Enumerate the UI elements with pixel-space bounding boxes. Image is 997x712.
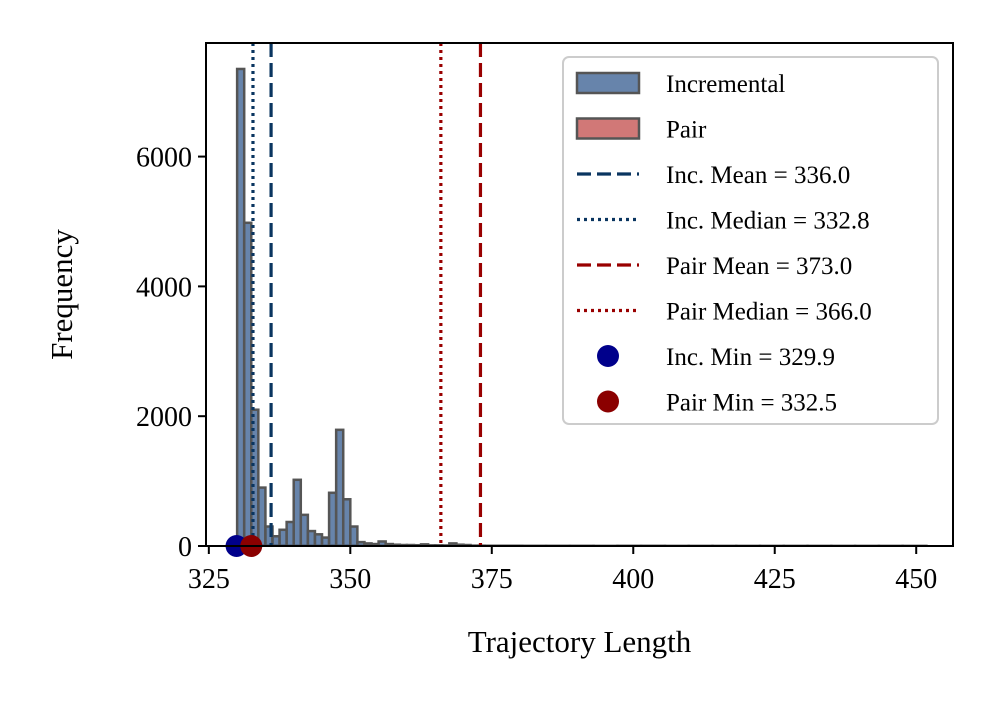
plot-frame (205, 42, 954, 547)
y-tick-label: 2000 (136, 402, 192, 433)
y-tick-label: 6000 (136, 143, 192, 174)
y-axis-label: Frequency (44, 229, 79, 360)
legend-point-swatch (597, 390, 619, 413)
x-tick-label: 350 (329, 564, 371, 595)
legend-label: Incremental (666, 71, 785, 98)
x-tick-label: 375 (471, 564, 513, 595)
x-tick-label: 450 (895, 564, 937, 595)
legend-swatch-pair (575, 117, 641, 140)
x-tick-label: 325 (188, 564, 230, 595)
legend-label: Pair Mean = 373.0 (666, 253, 852, 280)
legend-label: Inc. Median = 332.8 (666, 208, 870, 235)
legend-label: Pair Min = 332.5 (666, 390, 837, 417)
hist-bar-incremental (341, 498, 352, 546)
y-tick-label: 0 (178, 532, 192, 563)
hist-bar-incremental (257, 486, 267, 546)
hist-bar-incremental (242, 221, 253, 546)
legend-frame (562, 56, 939, 425)
hist-bar-incremental (349, 525, 359, 546)
hist-bar-incremental (292, 478, 303, 546)
legend-label: Inc. Mean = 336.0 (666, 162, 850, 189)
legend-point-swatch (597, 345, 619, 367)
axes-layer: 325 350 375 400 425 450 0 2000 4000 6000 (136, 143, 937, 595)
legend-label: Pair (666, 117, 707, 144)
legend-label: Pair Median = 366.0 (666, 299, 872, 326)
x-tick-label: 425 (754, 564, 796, 595)
legend: Incremental Pair Inc. Mean = 336.0 Inc. Med… (562, 56, 939, 425)
x-axis-label: Trajectory Length (468, 624, 692, 659)
y-tick-label: 4000 (136, 272, 192, 303)
x-tick-label: 400 (612, 564, 654, 595)
legend-label: Inc. Min = 329.9 (666, 344, 835, 371)
legend-swatch-incremental (575, 71, 641, 95)
